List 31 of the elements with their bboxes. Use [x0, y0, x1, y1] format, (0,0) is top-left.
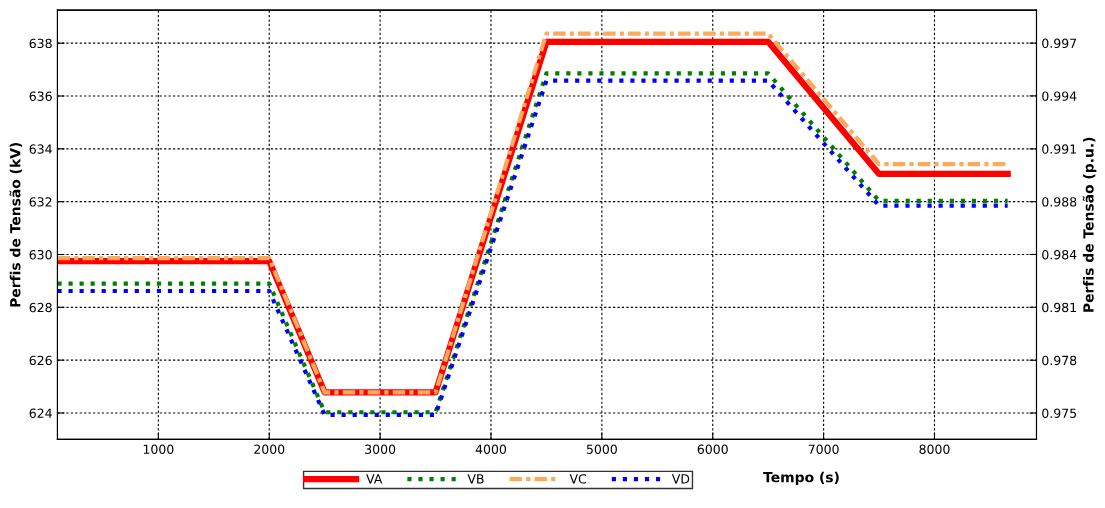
y2-tick-label: 0.988: [1042, 197, 1077, 207]
x-tick-label: 5000: [586, 444, 617, 454]
x-tick-label: 8000: [919, 444, 950, 454]
y-tick-label: 624: [29, 408, 52, 418]
legend-label: VD: [671, 474, 690, 484]
y-axis-title: Perfis de Tensão (kV): [9, 142, 23, 307]
y-tick-label: 634: [29, 144, 52, 154]
y-tick-label: 630: [29, 249, 52, 260]
y2-tick-label: 0.997: [1042, 38, 1077, 49]
y-tick-label: 628: [29, 302, 52, 313]
y2-tick-label: 0.978: [1042, 355, 1077, 366]
x-axis-title: Tempo (s): [763, 471, 839, 486]
y2-tick-label: 0.981: [1042, 302, 1076, 313]
x-tick-label: 6000: [697, 444, 728, 454]
y2-tick-label: 0.994: [1042, 91, 1077, 101]
y2-axis-title: Perfis de Tensão (p.u.): [1082, 137, 1097, 312]
x-tick-label: 2000: [254, 444, 285, 454]
y2-tick-label: 0.984: [1042, 249, 1077, 260]
y2-tick-label: 0.991: [1042, 144, 1076, 154]
y-tick-label: 636: [29, 91, 52, 101]
y-tick-label: 626: [29, 355, 52, 366]
y2-tick-label: 0.975: [1042, 408, 1077, 418]
legend-label: VA: [366, 474, 383, 484]
legend-label: VC: [569, 474, 587, 484]
y-tick-label: 638: [29, 38, 52, 49]
legend-label: VB: [467, 474, 484, 484]
x-tick-label: 1000: [143, 444, 174, 454]
y-tick-label: 632: [29, 197, 52, 207]
x-tick-label: 4000: [475, 444, 507, 454]
x-tick-label: 3000: [365, 444, 396, 454]
x-tick-label: 7000: [808, 444, 839, 454]
